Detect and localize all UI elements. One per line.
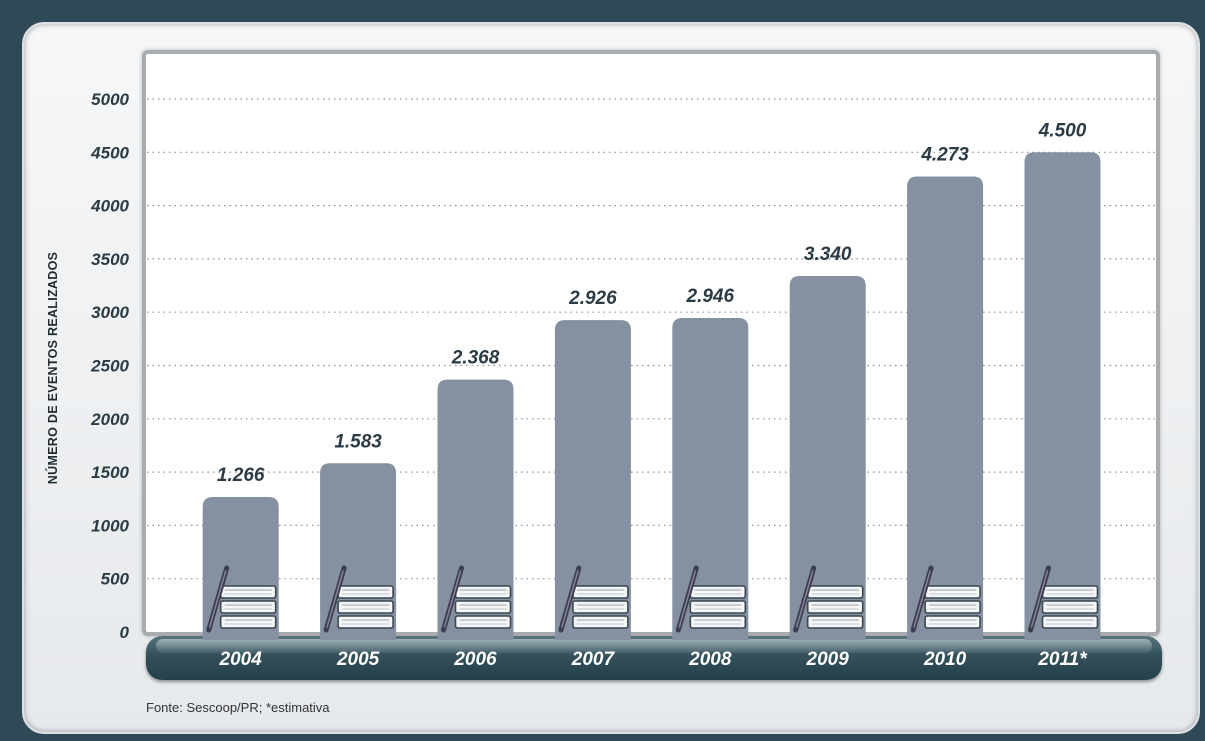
- value-label: 3.340: [804, 244, 852, 265]
- y-tick-label: 2000: [90, 410, 129, 429]
- books-pen-icon: [323, 565, 394, 633]
- books-pen-icon: [441, 565, 512, 633]
- book-icons: [206, 565, 1099, 633]
- plot-area: [142, 50, 1160, 636]
- category-label: 2005: [336, 649, 380, 670]
- category-label: 2011*: [1037, 649, 1088, 670]
- category-label: 2010: [923, 649, 967, 670]
- value-label: 1.266: [217, 465, 265, 486]
- category-label: 2008: [688, 649, 732, 670]
- books-pen-icon: [910, 565, 981, 633]
- bar: [1024, 152, 1101, 641]
- books-pen-icon: [793, 565, 864, 633]
- bar: [437, 379, 514, 640]
- category-band: [146, 636, 1162, 680]
- y-tick-label: 0: [120, 623, 130, 642]
- y-tick-label: 5000: [91, 90, 129, 109]
- value-label: 2.946: [686, 286, 735, 307]
- bars: [202, 152, 1101, 641]
- category-label: 2004: [219, 649, 263, 670]
- value-label: 2.926: [568, 288, 617, 309]
- bar: [789, 275, 866, 640]
- y-tick-label: 1000: [91, 516, 129, 535]
- category-band-highlight: [156, 639, 1152, 653]
- y-tick-label: 3000: [91, 303, 129, 322]
- y-tick-label: 2500: [90, 357, 129, 376]
- value-labels: 1.266 1.583 2.368 2.926 2.946 3.340 4.273 4.500: [217, 120, 1087, 486]
- source-note: Fonte: Sescoop/PR; *estimativa: [146, 700, 330, 715]
- category-label: 2006: [453, 649, 497, 670]
- y-tick-label: 1500: [91, 463, 129, 482]
- category-label: 2009: [806, 649, 850, 670]
- value-label: 1.583: [334, 431, 382, 452]
- category-labels: 2004 2005 2006 2007 2008 2009 2010 2011*: [219, 649, 1089, 670]
- bar: [554, 320, 631, 640]
- y-axis-title: NÚMERO DE EVENTOS REALIZADOS: [46, 251, 60, 485]
- books-pen-icon: [675, 565, 747, 633]
- bar: [672, 317, 749, 640]
- gridlines: [147, 98, 1157, 580]
- books-pen-icon: [206, 565, 277, 633]
- y-tick-label: 4500: [90, 143, 129, 162]
- value-label: 4.273: [920, 144, 969, 165]
- bar: [907, 176, 984, 640]
- books-pen-icon: [558, 565, 629, 633]
- y-tick-label: 500: [101, 570, 130, 589]
- value-label: 2.368: [451, 348, 500, 369]
- value-label: 4.500: [1038, 120, 1087, 141]
- y-tick-labels: 0 500 1000 1500 2000 2500 3000 3500 4000 4500 5000: [90, 90, 129, 642]
- y-tick-label: 3500: [91, 250, 129, 269]
- books-pen-icon: [1028, 565, 1099, 633]
- category-label: 2007: [571, 649, 616, 670]
- y-tick-label: 4000: [90, 197, 129, 216]
